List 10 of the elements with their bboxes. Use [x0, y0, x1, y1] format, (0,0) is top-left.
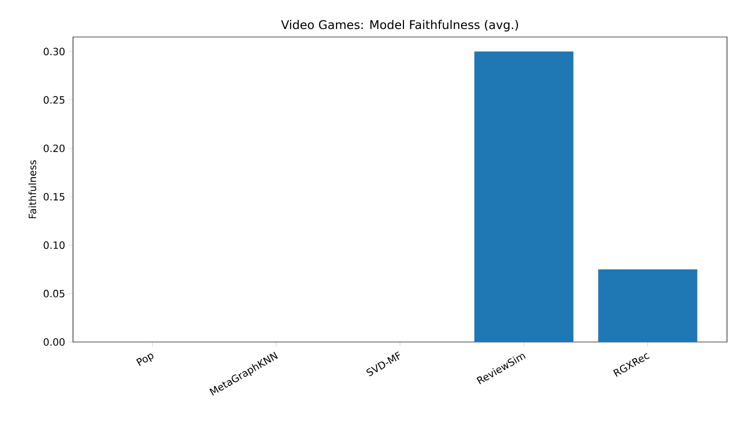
y-tick-label: 0.10 [44, 241, 65, 249]
y-tick-label: 0.25 [44, 96, 64, 104]
y-tick-label: 0.05 [44, 290, 64, 298]
y-tick-label: 0.15 [44, 192, 64, 201]
y-tick-label: 0.30 [44, 48, 65, 56]
x-tick-label: Pop [136, 354, 154, 366]
y-axis-title: Faithfulness [28, 160, 36, 218]
y-tick-label: 0.00 [44, 338, 65, 346]
chart-title: Video Games: Model Faithfulness (avg.) [281, 20, 518, 32]
y-tick-label: 0.20 [44, 144, 65, 152]
